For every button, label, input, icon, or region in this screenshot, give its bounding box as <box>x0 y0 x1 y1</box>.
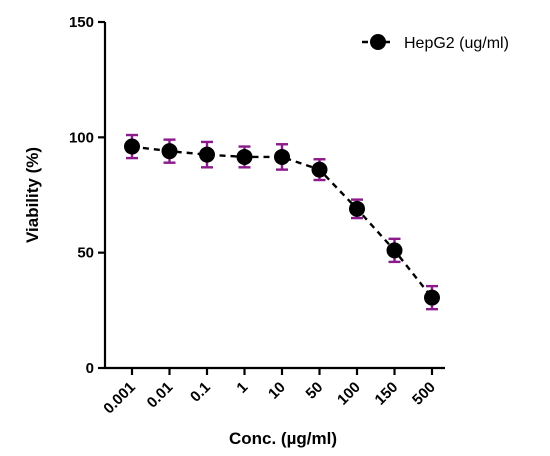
legend: HepG2 (ug/ml) <box>362 34 509 52</box>
y-tick-label: 50 <box>77 245 94 262</box>
y-tick-label: 0 <box>86 360 94 377</box>
x-tick-label: 500 <box>409 379 439 409</box>
x-tick-label: 0.01 <box>144 379 177 412</box>
legend-marker <box>370 34 386 50</box>
legend-label: HepG2 (ug/ml) <box>404 35 509 52</box>
y-axis: 0 50 100 150 <box>69 14 107 377</box>
x-tick-label: 150 <box>372 379 402 409</box>
plot-area <box>124 133 440 311</box>
x-tick-label: 100 <box>334 379 364 409</box>
y-tick-label: 100 <box>69 129 94 146</box>
data-point <box>386 242 403 259</box>
x-tick-label: 1 <box>233 379 251 397</box>
y-axis-title: Viability (%) <box>23 147 42 243</box>
data-point <box>236 148 253 165</box>
x-tick-label: 50 <box>303 379 327 403</box>
data-point <box>349 200 365 217</box>
data-point <box>424 289 440 306</box>
data-point <box>199 146 215 163</box>
data-point <box>161 143 178 160</box>
data-point <box>124 138 140 155</box>
y-tick-label: 150 <box>69 14 94 31</box>
data-point <box>274 148 290 165</box>
x-axis-title: Conc. (µg/ml) <box>229 429 337 448</box>
x-tick-label: 0.1 <box>187 379 214 406</box>
x-tick-label: 10 <box>265 379 289 403</box>
data-point <box>311 161 328 178</box>
x-tick-label: 0.001 <box>100 379 139 418</box>
x-axis: 0.001 0.01 0.1 1 10 50 100 150 500 <box>100 366 445 418</box>
